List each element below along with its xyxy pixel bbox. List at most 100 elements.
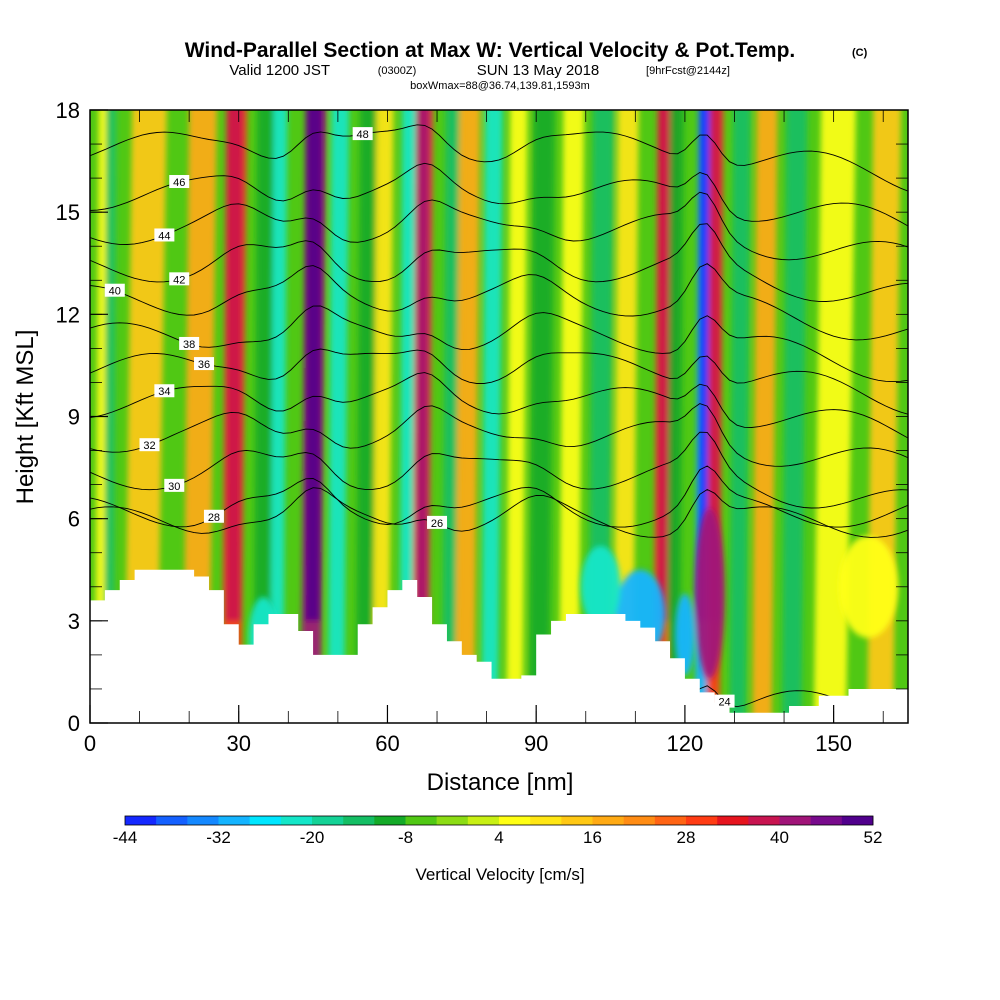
colorbar-swatch [187,816,219,825]
w-band [372,110,394,723]
w-band [481,110,503,723]
theta-contour [90,403,908,467]
x-tick-label: 120 [667,731,704,756]
x-tick-label: 150 [815,731,852,756]
colorbar-swatch [779,816,811,825]
colorbar-swatch [623,816,656,825]
colorbar-swatch [249,816,282,825]
colorbar-swatch [156,816,188,825]
colorbar-swatch [841,816,874,825]
terrain-mask [90,569,908,723]
contour-label: 36 [198,359,210,371]
contour-label-bg [194,357,215,371]
colorbar-tick-label: 28 [677,828,696,847]
colorbar-tick-label: -32 [206,828,231,847]
contour-label: 26 [431,518,443,530]
contour-label-bg [714,694,735,708]
theta-contour [90,305,908,383]
theta-contour [90,162,908,227]
x-axis-label: Distance [nm] [427,769,574,796]
colorbar-tick-labels: -44 -32 -20 -8 4 16 28 40 52 [113,828,883,847]
w-band [253,110,275,723]
colorbar-swatch [530,816,562,825]
w-band [613,110,639,723]
colorbar-swatch [686,816,718,825]
contour-label: 30 [168,481,180,493]
y-tick-label: 9 [68,405,80,430]
contour-label-bg [104,283,125,297]
contour-label-bg [352,127,373,141]
theta-contour [90,487,908,538]
theta-contour [90,372,908,439]
w-band [529,110,555,723]
contour-label-bg [427,515,448,529]
w-cell [838,535,899,638]
contour-label: 32 [143,440,155,452]
x-tick-label: 0 [84,731,96,756]
y-axis-label: Height [Kft MSL] [12,330,39,505]
colorbar-swatch [312,816,344,825]
axis-ticks [89,109,908,724]
contour-label: 28 [208,512,220,524]
colorbar-swatch [405,816,437,825]
colorbar-swatch [436,816,469,825]
valid-date: SUN 13 May 2018 [477,62,600,79]
colorbar-swatch [592,816,624,825]
theta-contour [90,465,908,528]
contour-label: 34 [158,386,170,398]
theta-contour [90,348,908,415]
w-cell [580,545,621,628]
chart-title: Wind-Parallel Section at Max W: Vertical… [185,39,796,62]
w-band-core [304,110,323,621]
forecast-info: [9hrFcst@2144z] [646,65,730,77]
y-tick-label: 3 [68,609,80,634]
contour-label-bg [169,272,190,286]
contour-label: 24 [718,697,730,709]
potential-temperature-contours [90,124,908,722]
contour-label-bg [203,509,224,523]
colorbar-tick-label: -44 [113,828,138,847]
w-band [103,110,117,723]
w-band [270,110,288,723]
w-cell [674,593,695,676]
valid-utc: (0300Z) [378,65,417,77]
box-wmax-info: boxWmax=88@36.74,139.81,1593m [410,80,590,92]
w-band-core [225,110,244,621]
y-tick-label: 6 [68,507,80,532]
y-tick-label: 18 [56,98,80,123]
colorbar-tick-label: 4 [494,828,503,847]
contour-label-bg [169,175,190,189]
colorbar-swatch [218,816,250,825]
colorbar-tick-label: -20 [300,828,325,847]
theta-contour [90,263,908,341]
contour-label: 46 [173,177,185,189]
contour-label-bg [164,478,185,492]
w-band [558,110,585,723]
vertical-velocity-field [94,110,901,723]
contour-label: 42 [173,274,185,286]
colorbar-swatch [810,816,843,825]
w-cell [694,508,725,679]
contour-label: 48 [357,129,369,141]
colorbar [124,815,874,826]
colorbar-swatch [125,816,157,825]
w-band [752,110,778,723]
theta-contour [90,431,908,509]
copyright-mark: (C) [852,47,868,59]
colorbar-swatch [499,816,531,825]
contour-label-bg [139,438,160,452]
w-band [667,110,684,723]
x-tick-label: 60 [375,731,399,756]
colorbar-swatch [654,816,687,825]
w-band [454,110,481,723]
theta-contour [90,124,908,192]
theta-contour [90,191,908,261]
colorbar-swatch [280,816,313,825]
x-tick-label: 90 [524,731,548,756]
x-tick-label: 30 [226,731,250,756]
w-band [506,110,528,723]
